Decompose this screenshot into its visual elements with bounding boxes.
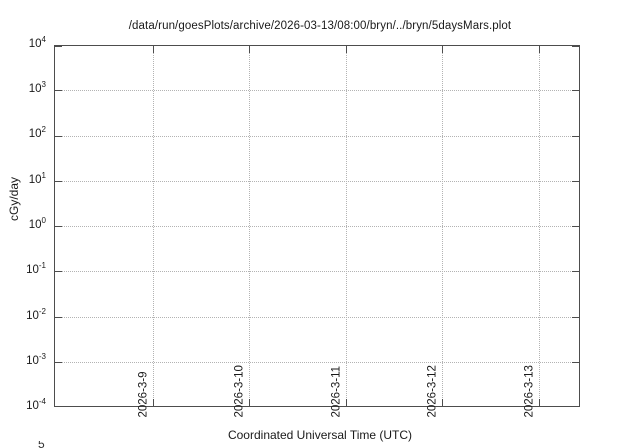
y-axis-tick	[55, 271, 62, 273]
y-tick-exponent: 2	[41, 125, 46, 135]
y-axis-tick-right	[572, 271, 579, 273]
plot-area[interactable]	[54, 45, 580, 407]
data-series-layer	[55, 46, 581, 408]
y-axis-title: cGy/day	[7, 177, 21, 222]
gridline-vertical	[539, 46, 540, 406]
y-tick-mantissa: 10	[28, 219, 42, 231]
y-axis-tick-right	[572, 135, 579, 137]
y-axis-tick-right	[572, 226, 579, 227]
x-axis-tick-top	[153, 46, 154, 53]
clipped-text: 5	[38, 441, 45, 448]
gridline-horizontal	[55, 180, 579, 182]
y-tick-mantissa: 10	[26, 355, 39, 367]
y-tick-exponent: -4	[38, 397, 46, 407]
x-axis-tick-top	[442, 46, 443, 53]
x-tick-label-2026-3-9: 2026-3-9	[137, 371, 150, 418]
page-title: /data/run/goesPlots/archive/2026-03-13/0…	[128, 20, 512, 32]
x-axis-title: Coordinated Universal Time (UTC)	[227, 428, 413, 442]
y-tick-exponent: 4	[41, 35, 46, 45]
x-axis-tick-top	[249, 46, 250, 53]
gridline-horizontal	[55, 90, 579, 92]
y-axis-tick-right	[572, 180, 579, 182]
y-axis-tick	[55, 90, 62, 92]
y-tick-mantissa: 10	[28, 174, 42, 186]
y-tick-mantissa: 10	[28, 38, 42, 50]
y-tick-exponent: 3	[41, 80, 46, 90]
y-tick-label-10e-1: 10-1	[26, 262, 46, 277]
y-tick-exponent: -2	[38, 307, 46, 317]
gridline-vertical	[442, 46, 443, 406]
y-tick-label-10e3: 103	[28, 81, 46, 96]
y-tick-label-10e1: 101	[28, 172, 46, 187]
y-tick-exponent: -3	[38, 352, 46, 362]
gridline-horizontal	[55, 316, 579, 318]
y-tick-label-10e-2: 10-2	[26, 308, 46, 323]
x-tick-label-2026-3-12: 2026-3-12	[426, 365, 439, 418]
y-tick-exponent: 1	[41, 171, 46, 181]
gridline-horizontal	[55, 271, 579, 273]
y-axis-tick	[55, 180, 62, 182]
x-axis-tick	[442, 399, 443, 406]
y-axis-tick-right	[572, 316, 579, 318]
y-tick-exponent: 0	[41, 216, 46, 226]
gridline-vertical	[249, 46, 250, 406]
y-tick-mantissa: 10	[28, 83, 42, 95]
y-tick-label-10e4: 104	[28, 36, 46, 51]
y-tick-label-10e-4: 10-4	[26, 398, 46, 413]
gridline-horizontal	[55, 361, 579, 363]
y-axis-tick-right	[572, 361, 579, 363]
y-tick-label-10e2: 102	[28, 126, 46, 141]
y-axis-tick-right	[572, 46, 579, 47]
y-axis-tick	[55, 406, 62, 407]
x-axis-tick-top	[539, 46, 540, 53]
x-axis-tick	[346, 399, 347, 406]
y-axis-tick-right	[572, 90, 579, 92]
x-axis-tick	[539, 399, 540, 406]
x-tick-label-2026-3-11: 2026-3-11	[330, 365, 343, 418]
y-axis-tick	[55, 316, 62, 318]
y-tick-mantissa: 10	[26, 310, 39, 322]
x-tick-label-2026-3-13: 2026-3-13	[523, 365, 536, 418]
y-tick-label-10e-3: 10-3	[26, 353, 46, 368]
y-tick-mantissa: 10	[26, 400, 39, 412]
y-axis-tick	[55, 135, 62, 137]
gridline-vertical	[346, 46, 347, 406]
y-axis-tick-right	[572, 406, 579, 407]
y-tick-mantissa: 10	[28, 128, 42, 140]
x-tick-label-2026-3-10: 2026-3-10	[233, 365, 246, 418]
x-axis-tick	[153, 399, 154, 406]
x-axis-tick-top	[346, 46, 347, 53]
clipped-bottom-row: 5	[0, 441, 640, 448]
gridline-horizontal	[55, 135, 579, 137]
gridline-horizontal	[55, 226, 579, 227]
y-tick-mantissa: 10	[26, 264, 39, 276]
y-tick-exponent: -1	[38, 261, 46, 271]
y-tick-label-10e0: 100	[28, 217, 46, 232]
y-axis-tick	[55, 46, 62, 47]
gridline-vertical	[153, 46, 154, 406]
y-axis-tick	[55, 226, 62, 227]
x-axis-tick	[249, 399, 250, 406]
y-axis-tick	[55, 361, 62, 363]
